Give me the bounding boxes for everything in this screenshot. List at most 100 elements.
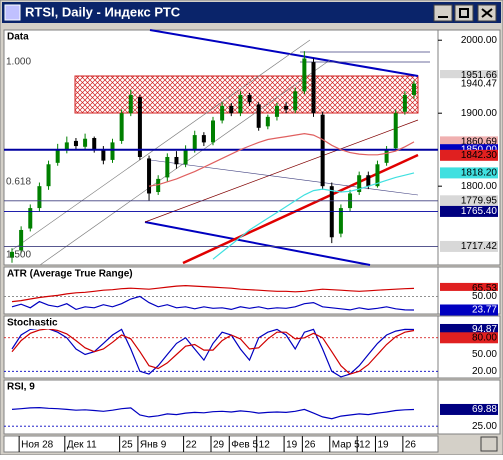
candle-body bbox=[192, 135, 197, 150]
panel bbox=[3, 29, 439, 266]
series-line bbox=[148, 132, 415, 187]
series-line bbox=[212, 172, 415, 260]
candle-body bbox=[238, 94, 243, 114]
x-tick-label: 29 bbox=[213, 440, 225, 451]
level-label: 50.00 bbox=[472, 291, 497, 302]
panel bbox=[3, 315, 439, 379]
x-tick-label: Дек 11 bbox=[67, 440, 97, 451]
x-tick-label: 12 bbox=[359, 440, 371, 451]
level-label: 23.77 bbox=[472, 305, 497, 316]
panel-label-bg bbox=[5, 31, 33, 43]
level-tag bbox=[440, 167, 498, 179]
series-line bbox=[11, 295, 415, 311]
candle-body bbox=[284, 105, 289, 110]
candle-body bbox=[156, 178, 161, 193]
panel-title: Stochastic bbox=[7, 318, 58, 329]
minimize-button[interactable] bbox=[433, 4, 453, 22]
candle-body bbox=[338, 208, 343, 234]
level-tag bbox=[440, 144, 498, 156]
series-line bbox=[11, 327, 415, 378]
level-label: 1842.30 bbox=[461, 150, 498, 161]
level-tag bbox=[440, 205, 498, 217]
candle-body bbox=[357, 175, 362, 193]
candle-body bbox=[375, 164, 380, 187]
candle-body bbox=[274, 105, 279, 117]
x-tick-label: 19 bbox=[377, 440, 389, 451]
candle-body bbox=[46, 164, 51, 187]
level-tag bbox=[440, 149, 498, 161]
candle-body bbox=[183, 149, 188, 165]
candle-body bbox=[55, 149, 60, 163]
y-tick-label: 1800.00 bbox=[461, 181, 498, 192]
level-label: 1860.69 bbox=[461, 137, 498, 148]
panel-label-bg bbox=[5, 268, 153, 280]
maximize-button[interactable] bbox=[454, 4, 474, 22]
title-bar bbox=[2, 2, 501, 23]
candle-body bbox=[220, 105, 225, 121]
level-tag bbox=[440, 420, 498, 432]
trend-line bbox=[144, 221, 371, 266]
scroll-button[interactable] bbox=[480, 436, 498, 452]
candle-body bbox=[37, 186, 42, 209]
candle-body bbox=[247, 94, 252, 103]
y-tick-label: 1900.00 bbox=[461, 108, 498, 119]
candle-body bbox=[101, 149, 106, 161]
level-tag bbox=[440, 78, 498, 90]
panel-title: ATR (Average True Range) bbox=[7, 269, 133, 280]
candle-body bbox=[293, 91, 298, 111]
candle-body bbox=[211, 120, 215, 143]
level-tag bbox=[440, 403, 498, 415]
candle-body bbox=[311, 62, 316, 114]
x-tick-label: Ноя 28 bbox=[21, 440, 54, 451]
trend-line bbox=[300, 51, 430, 63]
candle-body bbox=[64, 142, 69, 150]
candle-body bbox=[302, 58, 307, 92]
window-title: RTSI, Daily - Индекс РТС bbox=[25, 4, 181, 19]
fib-label: 1.500 bbox=[6, 250, 31, 261]
series-line bbox=[11, 284, 415, 303]
level-label: 50.00 bbox=[472, 349, 497, 360]
panel bbox=[3, 379, 439, 435]
level-tag bbox=[440, 240, 498, 252]
candle-body bbox=[119, 113, 124, 141]
candle-body bbox=[366, 175, 371, 187]
level-label: 1818.20 bbox=[461, 168, 498, 179]
x-tick-label: 25 bbox=[122, 440, 134, 451]
level-label: 1717.42 bbox=[461, 241, 498, 252]
trend-line bbox=[144, 119, 419, 223]
candle-body bbox=[174, 156, 179, 165]
level-tag bbox=[440, 195, 498, 207]
level-tag bbox=[440, 304, 498, 316]
candle-body bbox=[412, 83, 416, 95]
app-icon bbox=[4, 4, 21, 21]
panel-title: Data bbox=[7, 32, 29, 43]
candle-body bbox=[92, 138, 97, 150]
series-line bbox=[11, 328, 415, 375]
x-tick-label: Фев 5 bbox=[231, 440, 258, 451]
x-tick-label: 22 bbox=[186, 440, 198, 451]
level-label: 80.00 bbox=[472, 332, 497, 343]
x-tick-label: Янв 9 bbox=[140, 440, 167, 451]
x-tick-label: 26 bbox=[304, 440, 316, 451]
series-line bbox=[11, 406, 415, 420]
level-tag bbox=[440, 349, 498, 361]
level-tag bbox=[440, 323, 498, 335]
panel-title: RSI, 9 bbox=[7, 382, 35, 393]
level-label: 1779.95 bbox=[461, 195, 498, 206]
x-tick-label: 26 bbox=[405, 440, 417, 451]
x-tick-label: 19 bbox=[286, 440, 298, 451]
level-label: 1951.66 bbox=[461, 70, 498, 81]
candle-body bbox=[10, 251, 14, 258]
trend-line bbox=[149, 159, 419, 196]
candle-body bbox=[28, 208, 33, 229]
candle-body bbox=[83, 138, 88, 147]
level-tag bbox=[440, 290, 498, 302]
level-label: 1940.47 bbox=[461, 78, 498, 89]
candle-body bbox=[110, 142, 115, 160]
candle-body bbox=[73, 140, 78, 147]
level-tag bbox=[440, 332, 498, 344]
level-label: 69.88 bbox=[472, 404, 497, 415]
resistance-zone bbox=[74, 75, 419, 114]
window-buttons[interactable] bbox=[433, 4, 497, 22]
level-label: 25.00 bbox=[472, 421, 497, 432]
